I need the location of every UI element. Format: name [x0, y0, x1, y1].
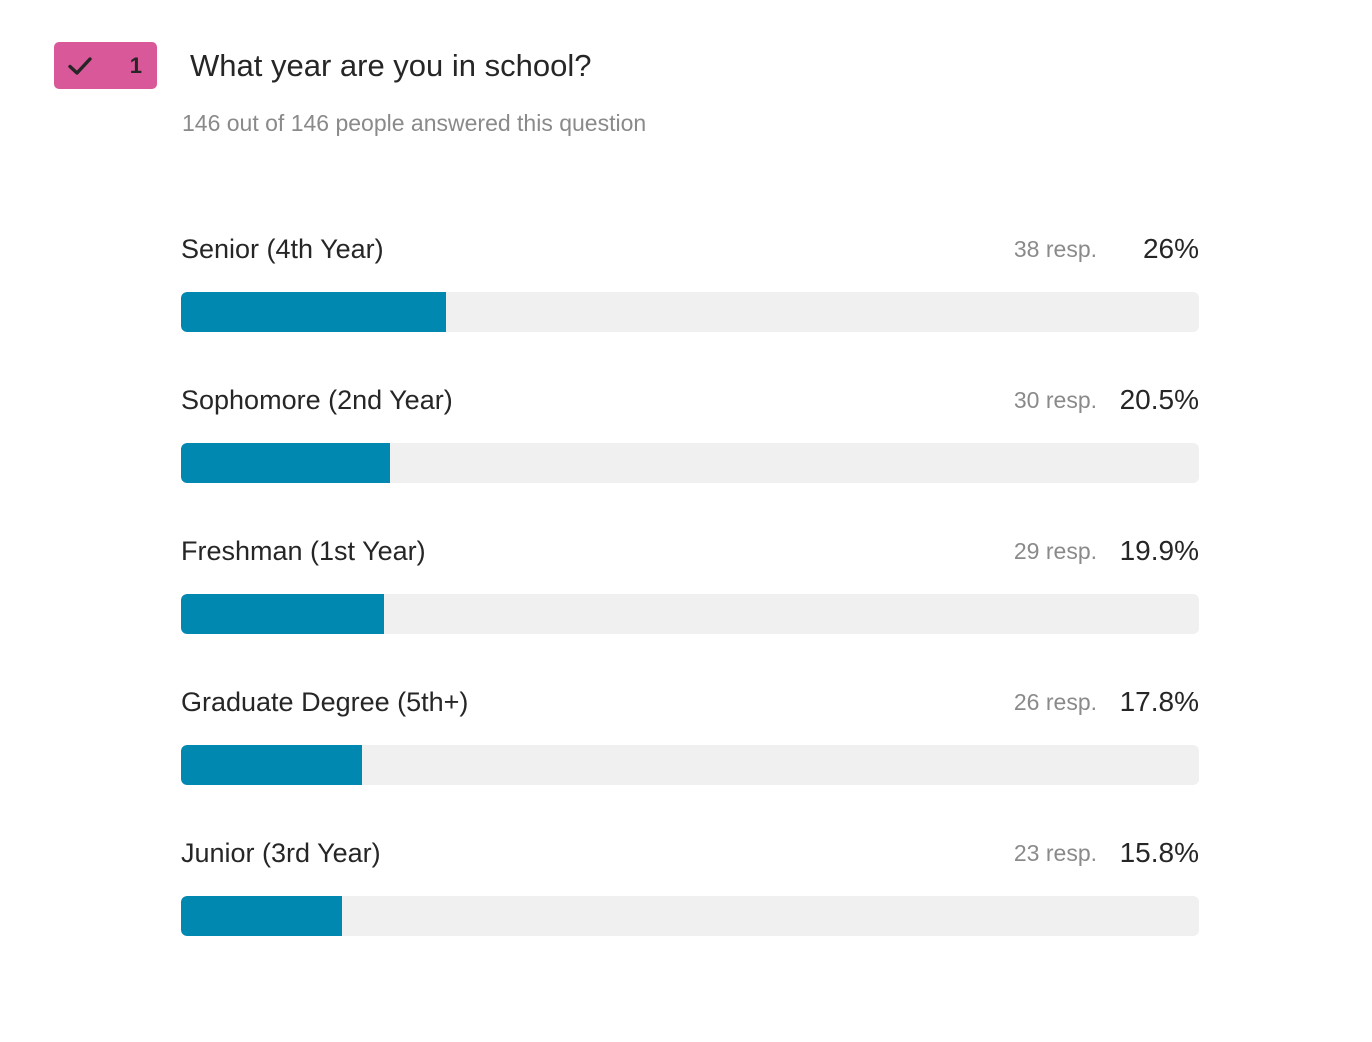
- response-percentage: 20.5%: [1119, 384, 1199, 415]
- response-count: 38 resp.: [1013, 236, 1097, 262]
- response-count: 30 resp.: [1013, 387, 1097, 413]
- question-title: What year are you in school?: [190, 48, 592, 83]
- answer-label: Junior (3rd Year): [181, 838, 381, 868]
- response-count: 23 resp.: [1013, 840, 1097, 866]
- results-chart: Senior (4th Year) 38 resp. 26% Sophomore (2…: [181, 230, 1199, 985]
- response-count: 26 resp.: [1013, 689, 1097, 715]
- response-percentage: 26%: [1142, 233, 1199, 264]
- answered-count-text: 146 out of 146 people answered this ques…: [182, 110, 647, 136]
- result-row: Junior (3rd Year) 23 resp. 15.8%: [181, 834, 1199, 985]
- response-percentage: 19.9%: [1119, 535, 1199, 566]
- question-number-badge: 1: [54, 42, 157, 89]
- bar-track: [181, 594, 1199, 634]
- bar-track: [181, 292, 1199, 332]
- bar-fill: [181, 443, 390, 483]
- answer-label: Freshman (1st Year): [181, 536, 426, 566]
- result-row: Sophomore (2nd Year) 30 resp. 20.5%: [181, 381, 1199, 532]
- check-icon: [68, 56, 92, 75]
- result-row: Freshman (1st Year) 29 resp. 19.9%: [181, 532, 1199, 683]
- response-count: 29 resp.: [1013, 538, 1097, 564]
- bar-fill: [181, 896, 342, 936]
- result-row: Senior (4th Year) 38 resp. 26%: [181, 230, 1199, 381]
- question-number: 1: [129, 52, 142, 78]
- response-percentage: 17.8%: [1119, 686, 1199, 717]
- response-percentage: 15.8%: [1119, 837, 1199, 868]
- bar-fill: [181, 594, 384, 634]
- answer-label: Senior (4th Year): [181, 234, 384, 264]
- answer-label: Sophomore (2nd Year): [181, 385, 453, 415]
- bar-track: [181, 896, 1199, 936]
- bar-track: [181, 443, 1199, 483]
- bar-track: [181, 745, 1199, 785]
- bar-fill: [181, 292, 446, 332]
- result-row: Graduate Degree (5th+) 26 resp. 17.8%: [181, 683, 1199, 834]
- bar-fill: [181, 745, 363, 785]
- answer-label: Graduate Degree (5th+): [181, 687, 469, 717]
